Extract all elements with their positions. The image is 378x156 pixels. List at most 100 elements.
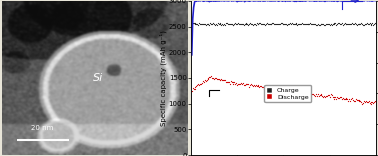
Point [237,83,243,85]
Point [271,22,277,25]
Point [317,94,323,96]
Point [313,23,319,26]
Point [372,22,378,25]
Point [213,77,219,79]
Point [310,93,316,95]
Point [204,23,211,25]
Point [289,91,295,93]
Point [318,22,324,25]
Point [344,97,350,100]
Point [250,23,256,26]
Legend: Charge, Discharge: Charge, Discharge [264,85,311,102]
Point [198,23,204,26]
Point [191,88,197,91]
Point [345,100,351,102]
Point [330,22,336,25]
Point [339,22,345,24]
Point [218,24,225,26]
Point [233,82,239,85]
Point [373,23,378,25]
Point [346,97,352,100]
Point [319,95,325,98]
Point [334,22,340,25]
Point [256,86,262,88]
Point [294,23,301,26]
Point [215,23,222,25]
Point [266,23,273,25]
Point [369,24,375,26]
Point [348,98,354,101]
Point [219,79,225,81]
Point [219,22,225,25]
Point [250,85,256,87]
Point [243,22,249,25]
Point [191,22,197,24]
Point [258,23,264,25]
Point [304,91,310,94]
Point [297,23,303,25]
Point [279,88,285,91]
Point [347,100,353,102]
Point [248,23,254,25]
Point [372,100,378,103]
Point [282,22,288,25]
Y-axis label: Specific capacity (mAh g⁻¹): Specific capacity (mAh g⁻¹) [160,30,167,126]
Point [339,97,345,100]
Point [239,83,245,85]
Point [341,98,347,100]
Point [247,84,253,86]
Point [350,98,356,101]
Point [350,23,356,26]
Point [199,82,205,84]
Point [355,23,361,25]
Point [205,77,211,80]
Point [231,80,237,83]
Point [364,22,370,25]
Point [200,80,206,83]
Point [323,23,329,25]
Point [246,23,252,25]
Point [276,88,282,91]
Point [328,93,334,95]
Point [305,22,311,25]
Point [249,23,255,26]
Point [229,24,235,26]
Point [209,23,215,25]
Point [288,88,294,91]
Point [192,88,198,90]
Point [217,23,223,26]
Point [253,23,259,26]
Point [328,23,334,25]
Point [244,23,250,25]
Point [353,98,359,100]
Point [295,23,301,25]
Point [268,86,274,89]
Point [207,76,213,78]
Point [236,23,242,25]
Point [283,90,289,93]
Point [358,22,364,24]
Point [215,22,221,25]
Point [279,23,286,25]
Point [271,86,277,89]
Point [363,23,369,25]
Point [210,22,216,24]
Point [318,94,324,97]
Point [278,87,284,89]
Point [229,23,235,26]
Point [366,23,372,26]
Point [291,91,297,94]
Point [317,24,323,26]
Point [371,101,377,104]
Point [360,24,366,26]
Point [258,85,264,87]
Point [325,23,331,26]
Point [290,91,296,94]
Point [316,23,322,26]
Point [307,22,313,25]
Point [367,23,373,26]
Point [369,22,375,24]
Point [369,100,375,103]
Point [356,99,363,102]
Point [363,100,369,102]
